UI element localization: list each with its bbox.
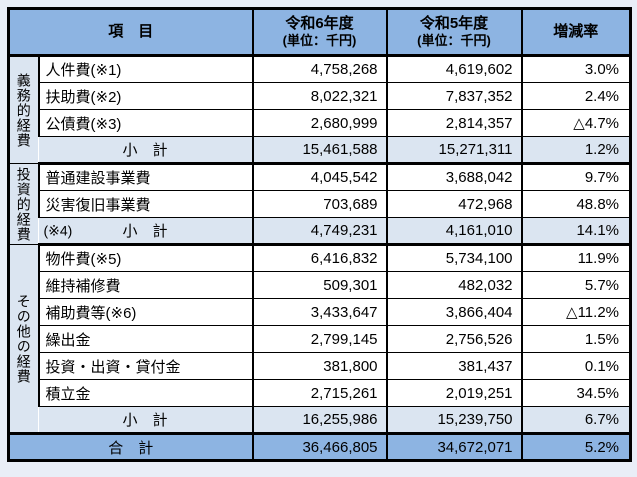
total-label-cell: 合 計 [7, 432, 254, 462]
rate-cell: 34.5% [520, 379, 632, 407]
subtotal-r5-cell: 15,239,750 [385, 406, 523, 435]
rate-cell: 3.0% [520, 55, 632, 83]
table-row: 投資的経費 普通建設事業費 4,045,542 3,688,042 9.7% [7, 163, 632, 245]
value-r6-cell: 4,045,542 [251, 163, 388, 191]
total-r5-cell: 34,672,071 [385, 432, 523, 462]
value-r6-cell: 2,680,999 [251, 109, 388, 137]
value-r5-cell: 2,814,357 [385, 109, 523, 137]
value-r6-cell: 6,416,832 [251, 244, 388, 272]
header-fy-current: 令和6年度 (単位：千円) [251, 8, 388, 57]
subtotal-note: (※4) [43, 222, 73, 238]
subtotal-label-cell: 小 計 [38, 406, 254, 435]
item-name-cell: 維持補修費 [37, 271, 254, 299]
item-name-cell: 人件費(※1) [37, 55, 254, 83]
table-row: 扶助費(※2) 8,022,321 7,837,352 2.4% [9, 82, 632, 110]
subtotal-label: 小 計 [122, 412, 168, 429]
item-name-cell: 繰出金 [37, 325, 254, 353]
header-item: 項 目 [7, 8, 254, 57]
subtotal-r6-cell: 4,749,231 [251, 217, 388, 246]
total-r6-cell: 36,466,805 [251, 432, 388, 462]
header-fy-current-unit: (単位：千円) [282, 33, 357, 49]
value-r5-cell: 5,734,100 [385, 244, 523, 272]
rate-cell: 0.1% [520, 352, 632, 380]
subtotal-rate-cell: 6.7% [520, 406, 632, 435]
header-fy-previous: 令和5年度 (単位：千円) [385, 8, 523, 57]
subtotal-row: (※4) 小 計 4,749,231 4,161,010 14.1% [9, 217, 632, 246]
table-row: 投資・出資・貸付金 381,800 381,437 0.1% [9, 352, 632, 380]
total-rate-cell: 5.2% [520, 432, 632, 462]
rate-cell: △11.2% [520, 298, 632, 326]
subtotal-rate-cell: 14.1% [520, 217, 632, 246]
value-r5-cell: 381,437 [385, 352, 523, 380]
rate-cell: 48.8% [520, 190, 632, 218]
table-row: 公債費(※3) 2,680,999 2,814,357 △4.7% [9, 109, 632, 137]
subtotal-r6-cell: 16,255,986 [251, 406, 388, 435]
rate-cell: 2.4% [520, 82, 632, 110]
rate-cell: 5.7% [520, 271, 632, 299]
item-name-cell: 積立金 [37, 379, 254, 407]
item-name-cell: 投資・出資・貸付金 [37, 352, 254, 380]
item-name-cell: 災害復旧事業費 [37, 190, 254, 218]
rate-cell: 11.9% [520, 244, 632, 272]
subtotal-r6-cell: 15,461,588 [251, 136, 388, 165]
subtotal-row: 小 計 15,461,588 15,271,311 1.2% [9, 136, 632, 165]
subtotal-label: 小 計 [122, 142, 168, 159]
value-r5-cell: 472,968 [385, 190, 523, 218]
subtotal-r5-cell: 4,161,010 [385, 217, 523, 246]
value-r5-cell: 3,688,042 [385, 163, 523, 191]
value-r6-cell: 4,758,268 [251, 55, 388, 83]
subtotal-row: 小 計 16,255,986 15,239,750 6.7% [9, 406, 632, 435]
group-label-mandatory-expenses: 義務的経費 [7, 55, 39, 164]
value-r5-cell: 2,756,526 [385, 325, 523, 353]
value-r6-cell: 2,799,145 [251, 325, 388, 353]
value-r5-cell: 4,619,602 [385, 55, 523, 83]
rate-cell: 9.7% [520, 163, 632, 191]
table-row: 災害復旧事業費 703,689 472,968 48.8% [9, 190, 632, 218]
subtotal-r5-cell: 15,271,311 [385, 136, 523, 165]
table-row: 維持補修費 509,301 482,032 5.7% [9, 271, 632, 299]
value-r6-cell: 703,689 [251, 190, 388, 218]
value-r6-cell: 3,433,647 [251, 298, 388, 326]
value-r5-cell: 3,866,404 [385, 298, 523, 326]
table-row: 義務的経費 人件費(※1) 4,758,268 4,619,602 3.0% [7, 55, 632, 164]
item-name-cell: 補助費等(※6) [37, 298, 254, 326]
subtotal-label: 小 計 [122, 223, 168, 240]
header-fy-current-label: 令和6年度 [285, 14, 354, 32]
header-row: 項 目 令和6年度 (単位：千円) 令和5年度 (単位：千円) 増減率 [7, 8, 632, 57]
value-r6-cell: 381,800 [251, 352, 388, 380]
item-name-cell: 公債費(※3) [37, 109, 254, 137]
item-name-cell: 普通建設事業費 [37, 163, 254, 191]
value-r6-cell: 509,301 [251, 271, 388, 299]
header-fy-previous-label: 令和5年度 [419, 14, 489, 32]
value-r5-cell: 7,837,352 [385, 82, 523, 110]
item-name-cell: 物件費(※5) [37, 244, 254, 272]
page: 項 目 令和6年度 (単位：千円) 令和5年度 (単位：千円) 増減率 義務的経費 … [7, 7, 633, 462]
group-label-other-expenses: その他の経費 [7, 244, 39, 434]
total-row: 合 計 36,466,805 34,672,071 5.2% [7, 432, 632, 462]
header-rate: 増減率 [520, 8, 632, 57]
group-label-investment-expenses: 投資的経費 [7, 163, 39, 245]
rate-cell: 1.5% [520, 325, 632, 353]
subtotal-rate-cell: 1.2% [520, 136, 632, 165]
subtotal-label-cell: (※4) 小 計 [38, 217, 254, 246]
table-row: 補助費等(※6) 3,433,647 3,866,404 △11.2% [9, 298, 632, 326]
subtotal-label-cell: 小 計 [38, 136, 254, 165]
value-r5-cell: 482,032 [385, 271, 523, 299]
value-r6-cell: 2,715,261 [251, 379, 388, 407]
value-r5-cell: 2,019,251 [385, 379, 523, 407]
header-fy-previous-unit: (単位：千円) [417, 33, 491, 49]
rate-cell: △4.7% [520, 109, 632, 137]
value-r6-cell: 8,022,321 [251, 82, 388, 110]
item-name-cell: 扶助費(※2) [37, 82, 254, 110]
budget-table: 項 目 令和6年度 (単位：千円) 令和5年度 (単位：千円) 増減率 義務的経費 … [7, 7, 633, 462]
table-row: その他の経費 物件費(※5) 6,416,832 5,734,100 11.9% [7, 244, 632, 434]
table-row: 積立金 2,715,261 2,019,251 34.5% [9, 379, 632, 407]
table-row: 繰出金 2,799,145 2,756,526 1.5% [9, 325, 632, 353]
